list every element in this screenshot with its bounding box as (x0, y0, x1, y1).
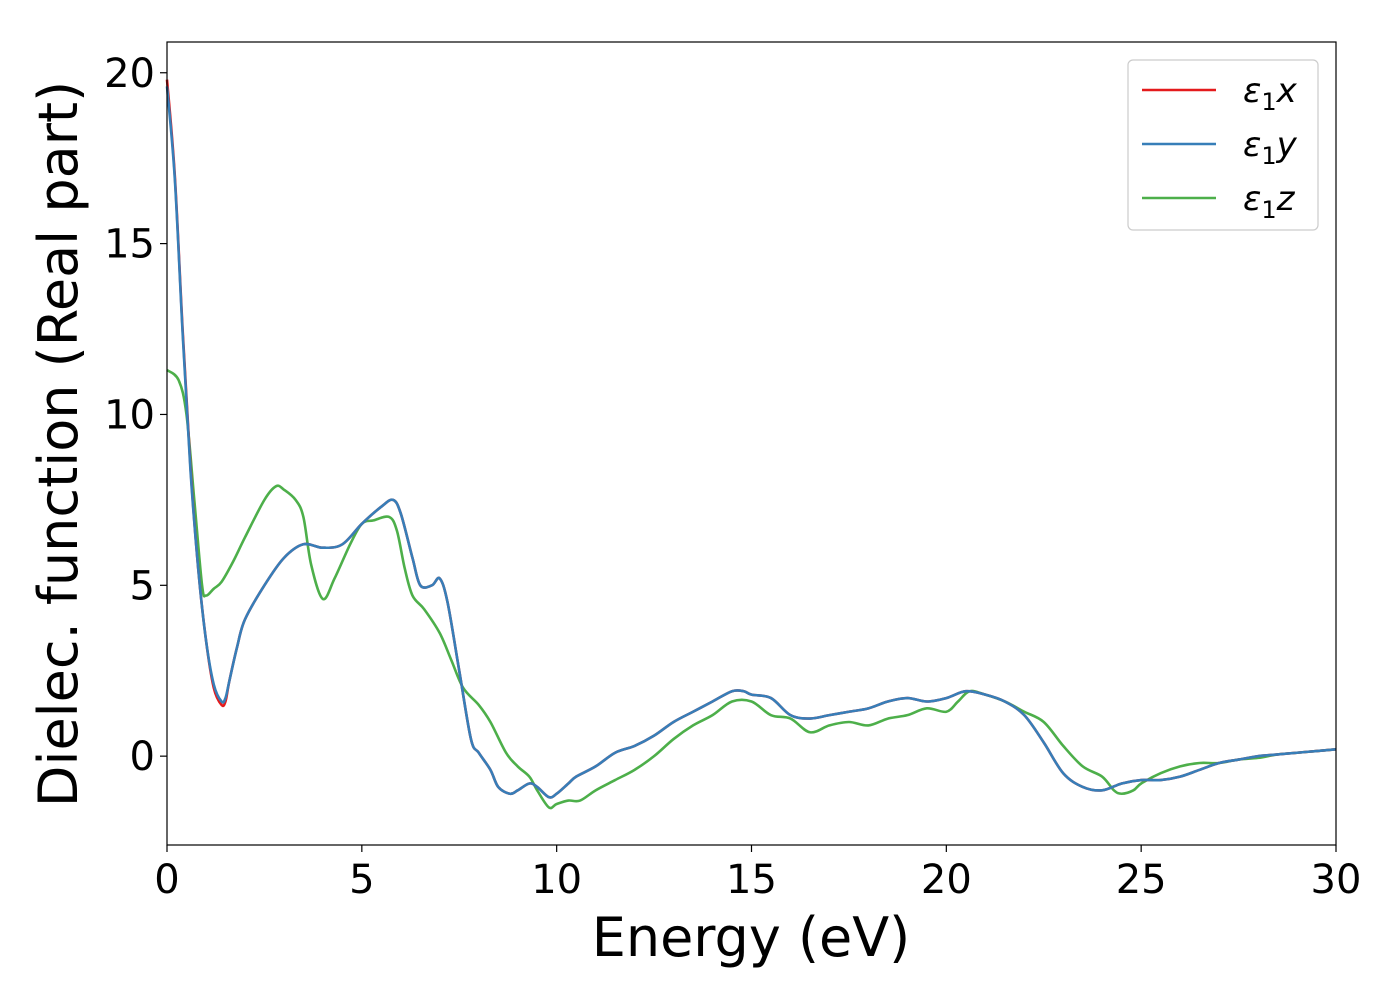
legend-label-z: ε1z (1243, 179, 1296, 224)
series-line-z (166, 368, 1337, 810)
x-tick-label: 10 (531, 857, 582, 903)
y-tick-label: 20 (104, 51, 155, 97)
legend: ε1x ε1y ε1z (1127, 59, 1319, 231)
legend-label-x: ε1x (1243, 71, 1298, 116)
x-tick-label: 20 (921, 857, 972, 903)
y-tick-label: 0 (130, 734, 155, 780)
ticks-layer: 0 5 10 15 20 25 30 0 5 10 15 20 (104, 51, 1361, 903)
y-axis-title: Dielec. function (Real part) (27, 81, 90, 807)
y-tick-label: 15 (104, 222, 155, 268)
series-layer (165, 79, 1337, 810)
y-tick-label: 5 (130, 563, 155, 609)
x-tick-label: 5 (349, 857, 374, 903)
x-tick-label: 0 (154, 857, 179, 903)
x-axis-title: Energy (eV) (592, 906, 911, 969)
legend-label-y: ε1y (1243, 125, 1298, 170)
plot-frame (166, 41, 1337, 846)
y-tick-label: 10 (104, 392, 155, 438)
legend-box (1127, 59, 1319, 231)
x-tick-label: 25 (1116, 857, 1167, 903)
x-tick-label: 15 (726, 857, 777, 903)
x-tick-label: 30 (1311, 857, 1362, 903)
series-line-y (165, 86, 1337, 799)
legend-items: ε1x ε1y ε1z (1142, 71, 1298, 224)
